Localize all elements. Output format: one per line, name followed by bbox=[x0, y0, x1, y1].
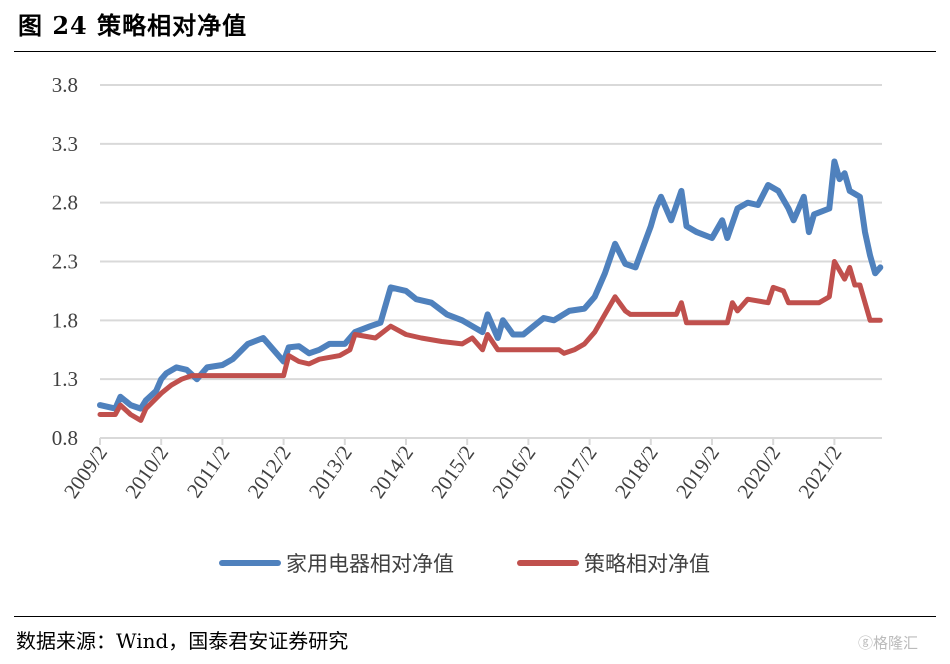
x-tick-label: 2013/2 bbox=[304, 441, 357, 503]
y-tick-label: 0.8 bbox=[52, 426, 78, 450]
legend-label: 策略相对净值 bbox=[584, 552, 710, 576]
series-line-appliances bbox=[97, 158, 884, 412]
x-tick-label: 2014/2 bbox=[365, 441, 418, 503]
source-note: 数据来源：Wind，国泰君安证券研究 bbox=[16, 629, 349, 653]
x-tick-label: 2015/2 bbox=[426, 441, 479, 503]
y-tick-label: 2.8 bbox=[52, 191, 78, 215]
x-tick-label: 2021/2 bbox=[793, 441, 846, 503]
title-divider bbox=[14, 51, 936, 52]
x-tick-label: 2012/2 bbox=[243, 441, 296, 503]
x-tick-label: 2020/2 bbox=[732, 441, 785, 503]
legend-label: 家用电器相对净值 bbox=[286, 552, 454, 576]
y-tick-label: 3.8 bbox=[52, 73, 78, 97]
figure-title: 图 24 策略相对净值 bbox=[18, 11, 248, 40]
x-tick-label: 2011/2 bbox=[182, 441, 235, 502]
x-tick-label: 2010/2 bbox=[120, 441, 173, 503]
x-tick-label: 2017/2 bbox=[549, 441, 602, 503]
x-tick-label: 2016/2 bbox=[487, 441, 540, 503]
x-tick-label: 2009/2 bbox=[59, 441, 112, 503]
y-tick-label: 2.3 bbox=[52, 250, 78, 274]
y-tick-label: 1.8 bbox=[52, 308, 78, 332]
source-divider bbox=[14, 616, 936, 617]
watermark-logo: ⓖ格隆汇 bbox=[858, 634, 919, 652]
y-tick-label: 3.3 bbox=[52, 132, 78, 156]
series-line-strategy bbox=[97, 259, 883, 423]
y-tick-label: 1.3 bbox=[52, 367, 78, 391]
x-tick-label: 2018/2 bbox=[610, 441, 663, 503]
x-tick-label: 2019/2 bbox=[671, 441, 724, 503]
